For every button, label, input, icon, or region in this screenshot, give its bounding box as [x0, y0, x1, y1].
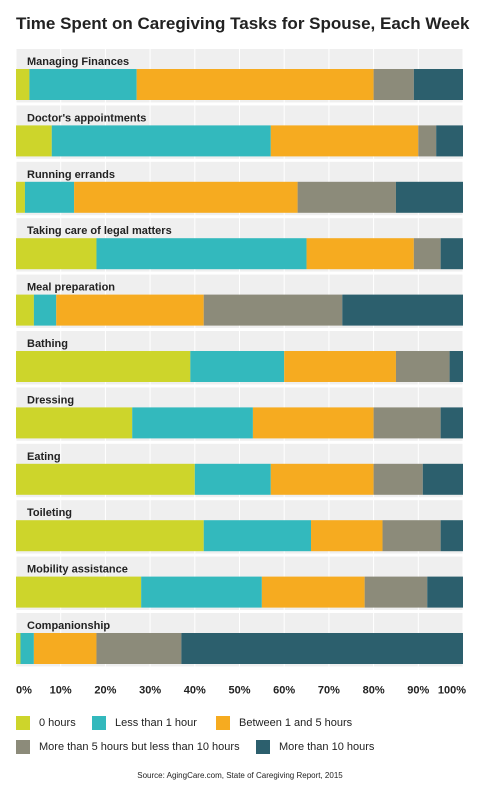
bar-segment-running-errands-more-than-10-hours [395, 181, 463, 213]
bar-segment-meal-preparation-more-than-10-hours [342, 294, 463, 326]
bar-segment-bathing-0-hours [16, 351, 191, 382]
bar-segment-meal-preparation-0-hours [16, 294, 34, 326]
category-label-taking-care-of-legal-matters: Taking care of legal matters [27, 225, 172, 237]
bar-segment-mobility-assistance-less-than-1-hour [141, 576, 262, 608]
bar-segment-companionship-between-1-and-5-hours [33, 633, 97, 664]
bar-segment-companionship-more-than-10-hours [181, 633, 463, 664]
bar-segment-companionship-less-than-1-hour [20, 633, 34, 664]
category-label-companionship: Companionship [27, 620, 110, 632]
x-tick-label-90: 90% [407, 684, 429, 696]
bar-segment-mobility-assistance-0-hours [16, 576, 142, 608]
bar-segment-bathing-more-than-10-hours [449, 351, 463, 382]
legend-label-less-than-1-hour: Less than 1 hour [115, 717, 197, 729]
category-label-managing-finances: Managing Finances [27, 56, 129, 68]
bar-segment-mobility-assistance-more-than-5-hours-but-less-than-10-hours [364, 576, 428, 608]
bar-segment-meal-preparation-between-1-and-5-hours [56, 294, 204, 326]
bar-segment-managing-finances-more-than-10-hours [413, 69, 463, 100]
bar-segment-doctor-s-appointments-more-than-5-hours-but-less-than-10-hours [418, 125, 437, 157]
category-label-mobility-assistance: Mobility assistance [27, 564, 128, 576]
bar-segment-eating-more-than-5-hours-but-less-than-10-hours [373, 463, 423, 495]
category-label-dressing: Dressing [27, 394, 74, 406]
category-label-meal-preparation: Meal preparation [27, 282, 115, 294]
legend-swatch-more-than-10-hours [256, 740, 270, 754]
bar-segment-bathing-more-than-5-hours-but-less-than-10-hours [395, 351, 450, 382]
category-label-toileting: Toileting [27, 507, 72, 519]
bar-segment-companionship-0-hours [16, 633, 21, 664]
bar-segment-doctor-s-appointments-more-than-10-hours [436, 125, 463, 157]
x-tick-label-30: 30% [139, 684, 161, 696]
bar-segment-toileting-between-1-and-5-hours [311, 520, 383, 552]
legend-label-5-to-10-hours: More than 5 hours but less than 10 hours [39, 741, 240, 753]
bar-segment-eating-0-hours [16, 463, 195, 495]
bar-segment-mobility-assistance-between-1-and-5-hours [261, 576, 365, 608]
bar-segment-taking-care-of-legal-matters-more-than-10-hours [440, 238, 463, 270]
x-tick-label-60: 60% [273, 684, 295, 696]
bar-segment-taking-care-of-legal-matters-more-than-5-hours-but-less-than-10-hours [413, 238, 441, 270]
bar-segment-taking-care-of-legal-matters-between-1-and-5-hours [306, 238, 414, 270]
category-label-running-errands: Running errands [27, 169, 115, 181]
legend-label-more-than-10-hours: More than 10 hours [279, 741, 375, 753]
bar-segment-toileting-more-than-5-hours-but-less-than-10-hours [382, 520, 441, 552]
bar-segment-dressing-0-hours [16, 407, 133, 439]
x-tick-label-0: 0% [16, 684, 32, 696]
x-tick-label-80: 80% [363, 684, 385, 696]
bar-segment-meal-preparation-less-than-1-hour [33, 294, 57, 326]
bar-segment-dressing-between-1-and-5-hours [252, 407, 374, 439]
category-label-doctor-s-appointments: Doctor's appointments [27, 112, 146, 124]
legend-label-0-hours: 0 hours [39, 717, 76, 729]
bar-segment-doctor-s-appointments-between-1-and-5-hours [270, 125, 419, 157]
bar-segment-managing-finances-between-1-and-5-hours [136, 69, 374, 100]
bar-segment-running-errands-more-than-5-hours-but-less-than-10-hours [297, 181, 396, 213]
legend-item-more-than-10-hours: More than 10 hours [256, 740, 374, 754]
bar-segment-meal-preparation-more-than-5-hours-but-less-than-10-hours [203, 294, 343, 326]
bar-segment-doctor-s-appointments-less-than-1-hour [51, 125, 271, 157]
legend-swatch-between-1-and-5-hours [216, 716, 230, 730]
legend-item-less-than-1-hour: Less than 1 hour [92, 716, 197, 730]
bar-segment-taking-care-of-legal-matters-0-hours [16, 238, 97, 270]
bar-segment-toileting-less-than-1-hour [203, 520, 312, 552]
bar-segment-eating-more-than-10-hours [422, 463, 463, 495]
bar-segment-doctor-s-appointments-0-hours [16, 125, 52, 157]
bar-segment-managing-finances-0-hours [16, 69, 30, 100]
bar-segment-running-errands-between-1-and-5-hours [74, 181, 298, 213]
source-note: Source: AgingCare.com, State of Caregivi… [137, 771, 343, 780]
bar-segment-dressing-less-than-1-hour [132, 407, 253, 439]
legend-swatch-5-to-10-hours [16, 740, 30, 754]
bar-segment-running-errands-less-than-1-hour [24, 181, 75, 213]
x-tick-label-10: 10% [50, 684, 72, 696]
x-tick-label-100: 100% [438, 684, 466, 696]
bar-segment-toileting-0-hours [16, 520, 204, 552]
bar-segment-companionship-more-than-5-hours-but-less-than-10-hours [96, 633, 182, 664]
legend-label-between-1-and-5-hours: Between 1 and 5 hours [239, 717, 353, 729]
bar-segment-taking-care-of-legal-matters-less-than-1-hour [96, 238, 307, 270]
x-tick-label-20: 20% [94, 684, 116, 696]
bar-segment-eating-less-than-1-hour [194, 463, 271, 495]
legend-item-between-1-and-5-hours: Between 1 and 5 hours [216, 716, 352, 730]
bar-segment-running-errands-0-hours [16, 181, 25, 213]
bar-segment-managing-finances-more-than-5-hours-but-less-than-10-hours [373, 69, 414, 100]
legend-swatch-less-than-1-hour [92, 716, 106, 730]
bar-segment-dressing-more-than-5-hours-but-less-than-10-hours [373, 407, 441, 439]
chart-title: Time Spent on Caregiving Tasks for Spous… [16, 14, 470, 33]
legend-item-5-to-10-hours: More than 5 hours but less than 10 hours [16, 740, 240, 754]
x-tick-label-50: 50% [228, 684, 250, 696]
x-tick-label-70: 70% [318, 684, 340, 696]
legend-swatch-0-hours [16, 716, 30, 730]
bar-segment-eating-between-1-and-5-hours [270, 463, 374, 495]
bar-segment-bathing-between-1-and-5-hours [284, 351, 396, 382]
category-label-eating: Eating [27, 451, 61, 463]
category-label-bathing: Bathing [27, 338, 68, 350]
bar-segment-dressing-more-than-10-hours [440, 407, 463, 439]
bar-segment-toileting-more-than-10-hours [440, 520, 463, 552]
x-tick-label-40: 40% [184, 684, 206, 696]
bar-segment-bathing-less-than-1-hour [190, 351, 285, 382]
legend-item-0-hours: 0 hours [16, 716, 76, 730]
bar-segment-mobility-assistance-more-than-10-hours [427, 576, 463, 608]
bar-segment-managing-finances-less-than-1-hour [29, 69, 137, 100]
